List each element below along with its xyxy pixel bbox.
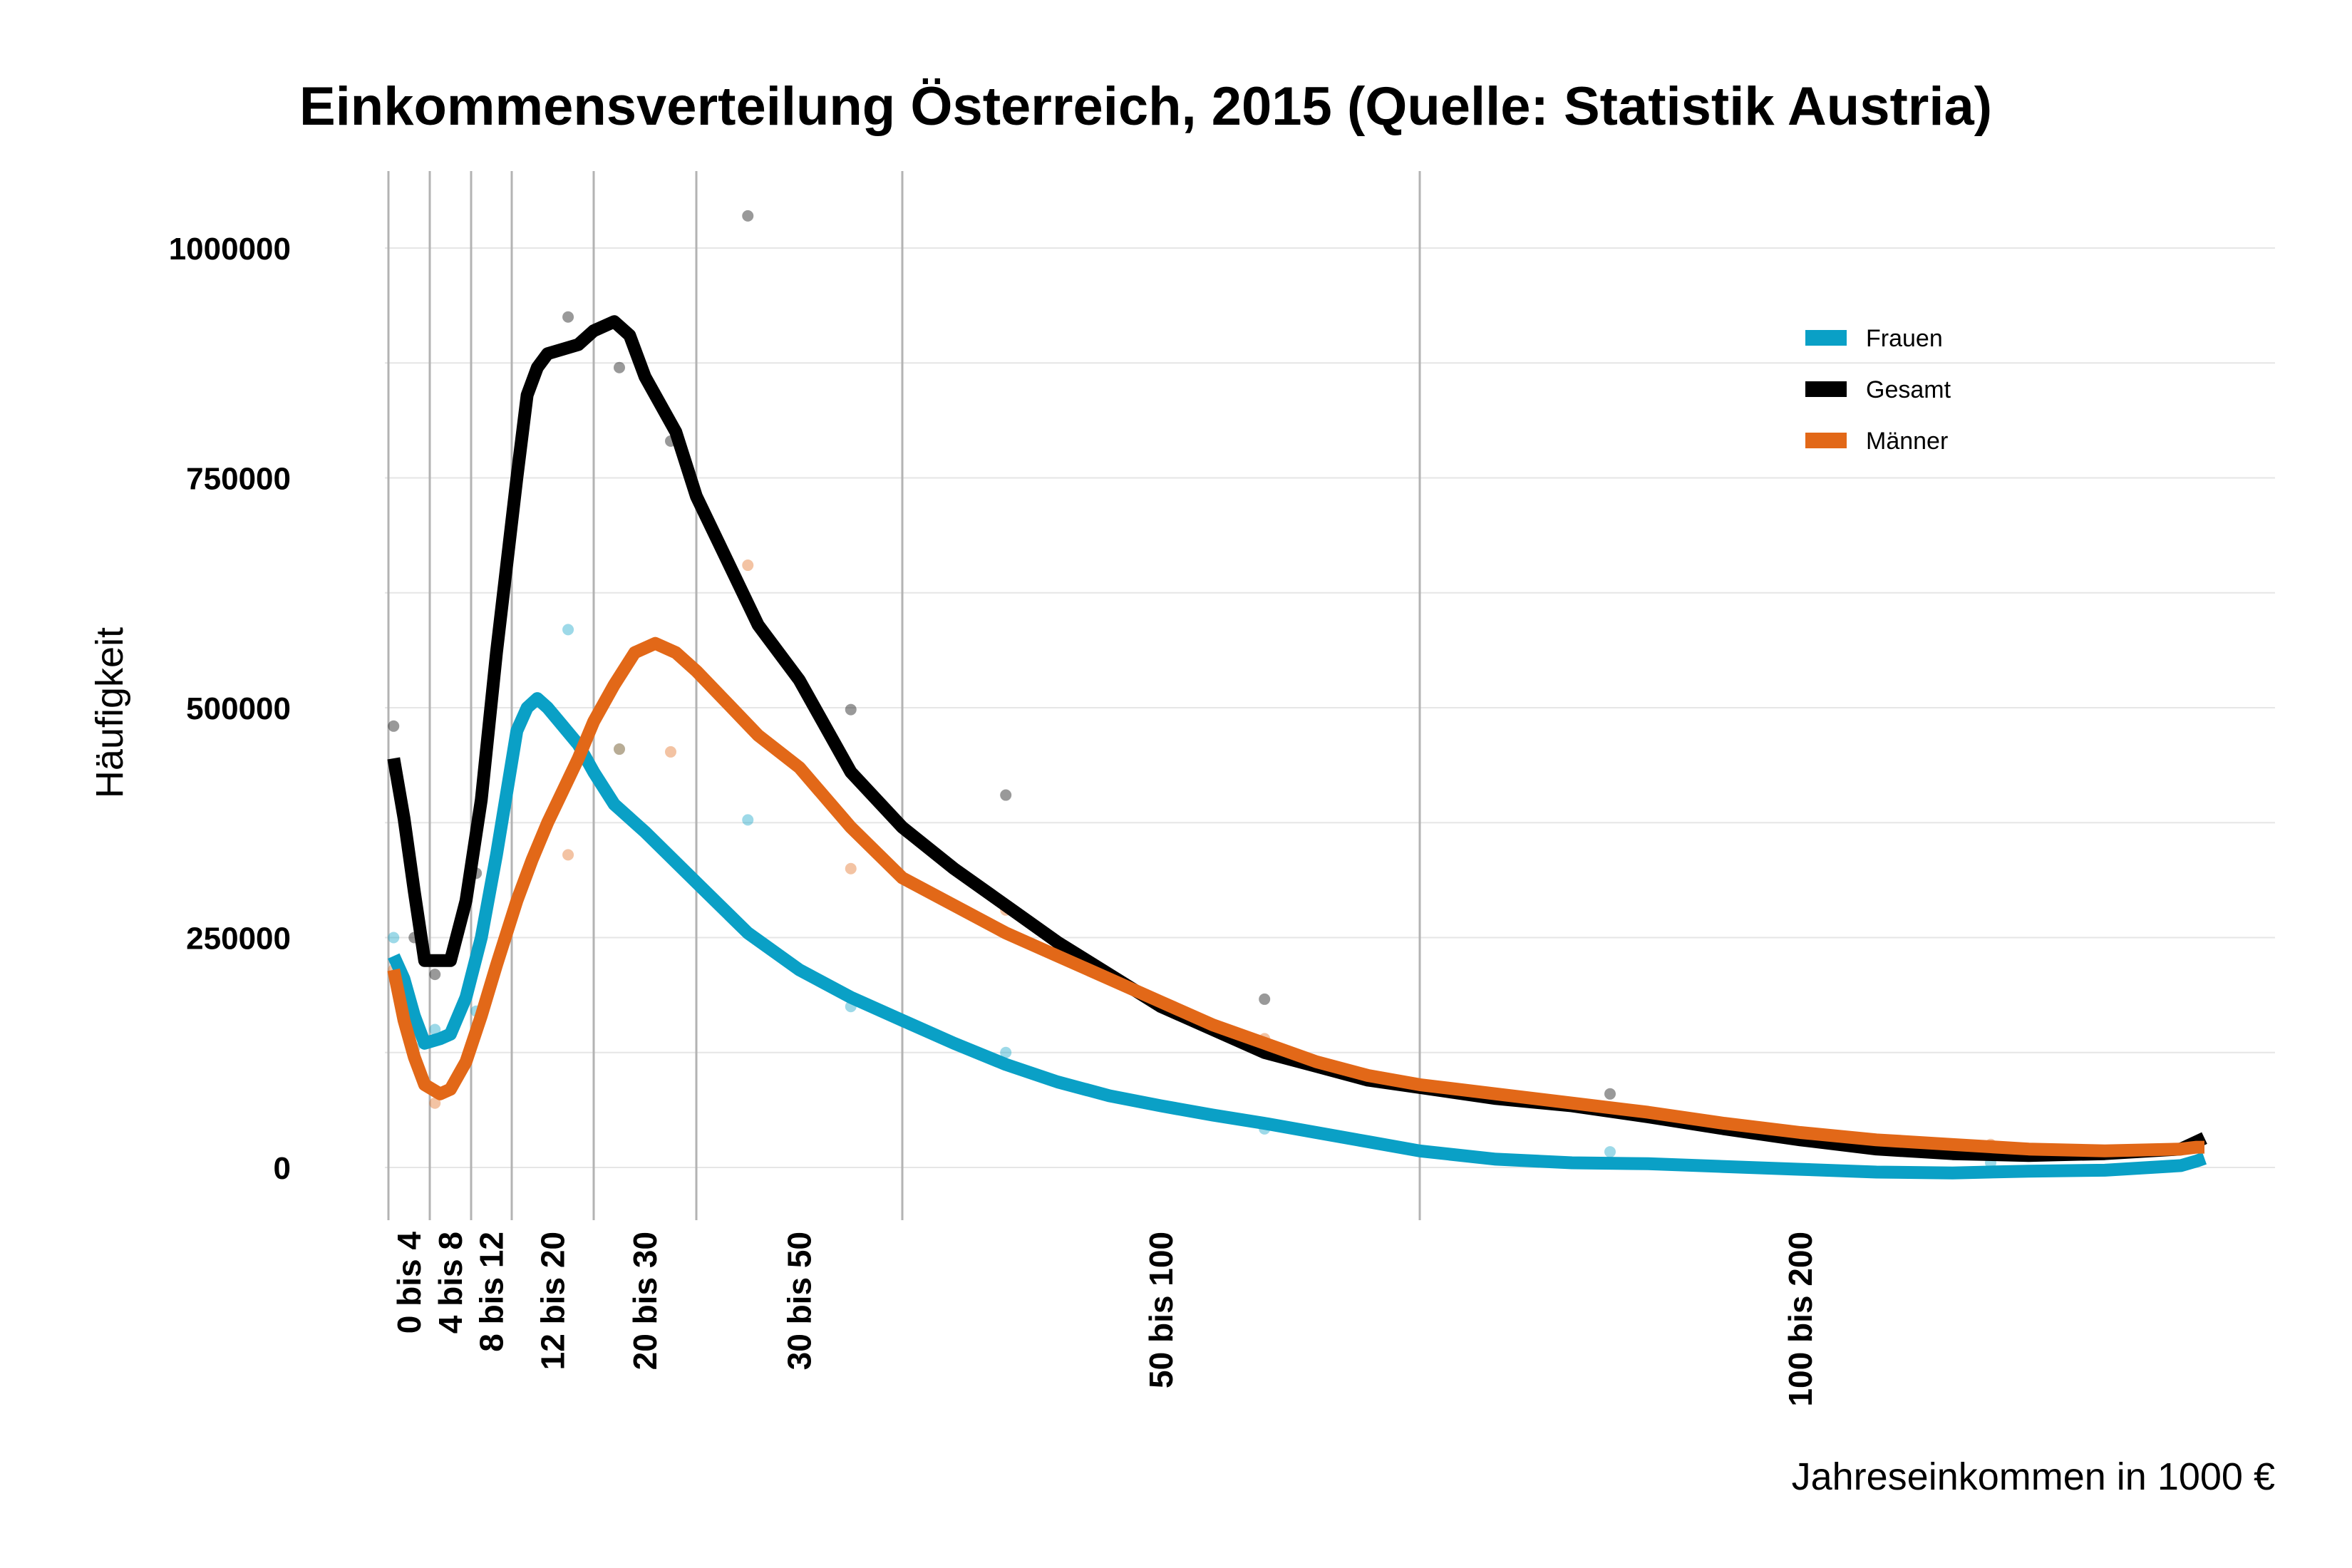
data-point (429, 1023, 441, 1036)
data-point (562, 849, 574, 861)
y-axis-ticks: 0 250000 500000 750000 1000000 (169, 232, 291, 1186)
data-point (614, 743, 625, 755)
legend: Frauen Gesamt Männer (1805, 325, 1951, 455)
series-line (387, 636, 2204, 1157)
category-boundary-lines (387, 171, 1421, 1220)
y-tick-label: 500000 (186, 691, 291, 726)
data-point (1604, 1088, 1616, 1100)
grid-layer (385, 247, 2275, 1168)
x-tick-label: 0 bis 4 (391, 1232, 428, 1334)
series-line (388, 692, 2207, 1180)
y-tick-label: 250000 (186, 922, 291, 956)
data-point (614, 743, 625, 755)
data-point (1259, 993, 1271, 1005)
data-point (1000, 789, 1012, 801)
data-point (1000, 1046, 1012, 1058)
legend-key (1805, 381, 1847, 397)
x-tick-label: 12 bis 20 (535, 1232, 572, 1370)
data-point (1604, 1146, 1616, 1158)
legend-label: Männer (1866, 428, 1948, 455)
data-point (742, 814, 754, 826)
x-tick-label: 30 bis 50 (781, 1232, 818, 1370)
data-point (845, 703, 857, 716)
data-point (845, 862, 857, 875)
legend-label: Gesamt (1866, 376, 1951, 403)
y-tick-label: 750000 (186, 462, 291, 497)
data-point (388, 932, 400, 944)
legend-key (1805, 433, 1847, 448)
x-tick-label: 100 bis 200 (1782, 1232, 1819, 1407)
chart-title: Einkommensverteilung Österreich, 2015 (Q… (299, 76, 1992, 137)
legend-label: Frauen (1866, 325, 1943, 352)
data-point (388, 720, 400, 732)
data-point (742, 559, 754, 572)
x-tick-label: 4 bis 8 (432, 1232, 469, 1334)
data-point (562, 311, 574, 323)
y-tick-label: 1000000 (169, 232, 291, 267)
data-point (429, 1097, 441, 1109)
x-tick-label: 20 bis 30 (626, 1232, 664, 1370)
smoothed-series-lines (387, 315, 2207, 1180)
data-point (614, 361, 625, 373)
x-tick-label: 8 bis 12 (473, 1232, 510, 1352)
y-tick-label: 0 (274, 1151, 291, 1186)
x-tick-label: 50 bis 100 (1143, 1232, 1180, 1388)
data-point (665, 746, 676, 758)
data-point (742, 210, 754, 222)
data-point (562, 624, 574, 636)
data-point (429, 969, 441, 981)
x-axis-label: Jahreseinkommen in 1000 € (1792, 1455, 2275, 1498)
y-axis-label: Häufigkeit (88, 627, 131, 798)
legend-key (1805, 330, 1847, 346)
